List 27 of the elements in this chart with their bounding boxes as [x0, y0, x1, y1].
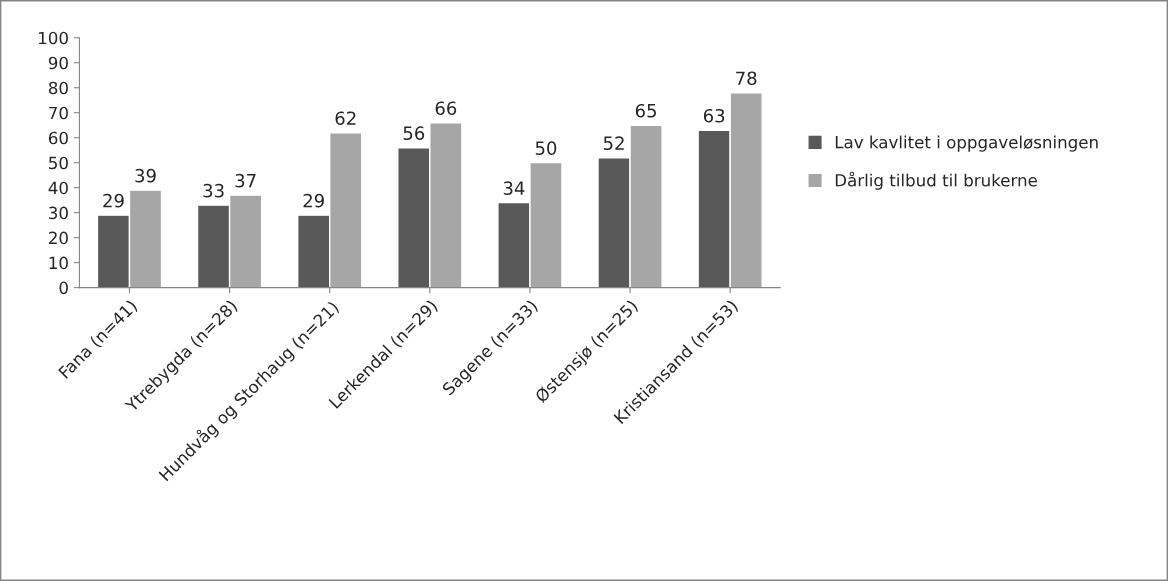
y-tick-label: 30 — [49, 206, 68, 220]
data-label: 66 — [435, 101, 457, 116]
data-label: 29 — [303, 193, 324, 208]
data-label: 37 — [235, 173, 256, 188]
data-label: 63 — [703, 108, 725, 123]
y-tick-label: 100 — [39, 31, 68, 45]
data-label: 34 — [503, 181, 525, 195]
data-label: 78 — [736, 71, 757, 86]
data-label: 29 — [103, 193, 124, 208]
y-tick-label: 80 — [48, 81, 68, 95]
y-tick-label: 90 — [48, 56, 68, 70]
data-label: 56 — [403, 126, 425, 141]
data-label: 62 — [335, 111, 356, 126]
legend-label: Dårlig tilbud til brukerne — [835, 171, 1037, 190]
data-label: 52 — [603, 136, 624, 151]
y-tick-label: 50 — [49, 156, 68, 170]
data-label: 33 — [203, 183, 224, 198]
y-tick-label: 20 — [49, 231, 68, 245]
data-label: 50 — [535, 141, 557, 156]
y-tick-label: 10 — [49, 256, 68, 270]
y-tick-label: 60 — [48, 131, 68, 145]
legend-label: Lav kavlitet i oppgaveløsningen — [835, 135, 1098, 152]
y-tick-label: 70 — [49, 106, 68, 120]
y-tick-label: 0 — [59, 281, 68, 295]
y-tick-label: 40 — [48, 181, 68, 195]
data-label: 39 — [135, 168, 156, 183]
data-label: 65 — [635, 103, 656, 118]
